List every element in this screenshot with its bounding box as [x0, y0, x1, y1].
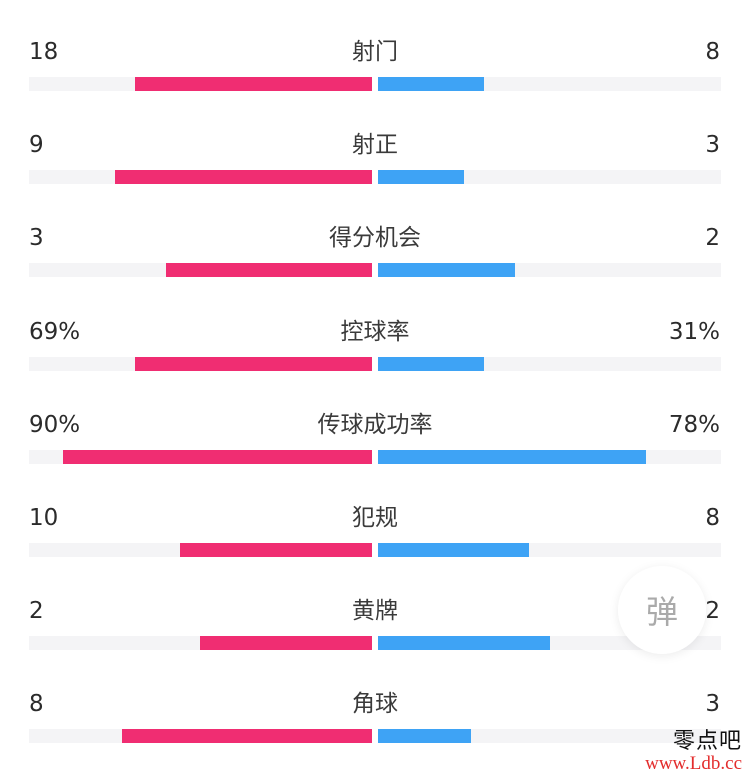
stat-label: 得分机会 — [329, 225, 421, 252]
home-bar — [180, 543, 372, 557]
away-value: 31% — [668, 318, 720, 345]
home-bar — [63, 449, 372, 464]
away-value: 8 — [705, 39, 720, 65]
away-bar — [378, 729, 471, 744]
stat-label: 传球成功率 — [317, 411, 433, 438]
home-bar — [200, 636, 372, 651]
away-bar-track — [378, 729, 721, 744]
away-bar — [378, 77, 484, 91]
watermark-url: www.Ldb.cc — [645, 753, 742, 775]
away-bar — [378, 170, 464, 185]
stat-label: 角球 — [352, 691, 398, 718]
away-bar-track — [378, 449, 721, 464]
home-value: 10 — [29, 505, 59, 531]
away-bar-track — [378, 356, 721, 371]
stat-row: 9 射正 3 — [0, 125, 750, 218]
stat-row: 10 犯规 8 — [0, 498, 750, 591]
stat-label: 犯规 — [352, 505, 398, 531]
away-bar — [378, 263, 515, 278]
home-bar-track — [29, 636, 372, 651]
home-value: 69% — [29, 318, 81, 345]
home-bar — [135, 77, 372, 91]
home-bar-track — [29, 77, 372, 91]
home-value: 9 — [29, 132, 44, 159]
danmu-button-label: 弹 — [645, 593, 678, 631]
home-bar-track — [29, 356, 372, 371]
away-value: 2 — [705, 598, 720, 625]
away-bar — [378, 543, 529, 557]
away-bar-track — [378, 543, 721, 557]
away-value: 78% — [668, 411, 720, 438]
stat-row: 2 黄牌 2 — [0, 591, 750, 684]
stat-row: 90% 传球成功率 78% — [0, 405, 750, 498]
home-bar — [166, 263, 372, 278]
home-bar-track — [29, 729, 372, 744]
away-bar — [378, 449, 646, 464]
home-value: 90% — [29, 411, 81, 438]
away-bar — [378, 636, 550, 651]
stat-row: 69% 控球率 31% — [0, 312, 750, 405]
home-bar-track — [29, 263, 372, 278]
away-bar-track — [378, 170, 721, 185]
home-bar — [122, 729, 372, 744]
away-value: 3 — [705, 132, 720, 159]
away-value: 8 — [705, 505, 720, 531]
away-bar — [378, 356, 484, 371]
home-bar — [115, 170, 372, 185]
away-value: 2 — [705, 225, 720, 252]
danmu-toggle-button[interactable]: 弹 — [618, 566, 706, 654]
stat-row: 3 得分机会 2 — [0, 218, 750, 311]
stat-label: 控球率 — [340, 318, 410, 345]
home-value: 8 — [29, 691, 44, 718]
home-bar — [135, 356, 372, 371]
stat-label: 射门 — [352, 39, 398, 65]
stat-row: 18 射门 8 — [0, 32, 750, 125]
away-value: 3 — [705, 691, 720, 718]
home-bar-track — [29, 449, 372, 464]
stat-label: 黄牌 — [352, 598, 398, 625]
home-value: 18 — [29, 39, 59, 65]
watermark-text: 零点吧 — [672, 728, 742, 754]
home-value: 3 — [29, 225, 44, 252]
stat-label: 射正 — [352, 132, 398, 159]
home-value: 2 — [29, 598, 44, 625]
watermark: 零点吧 www.Ldb.cc — [645, 728, 742, 775]
away-bar-track — [378, 77, 721, 91]
home-bar-track — [29, 543, 372, 557]
away-bar-track — [378, 263, 721, 278]
stat-row: 8 角球 3 — [0, 684, 750, 777]
home-bar-track — [29, 170, 372, 185]
